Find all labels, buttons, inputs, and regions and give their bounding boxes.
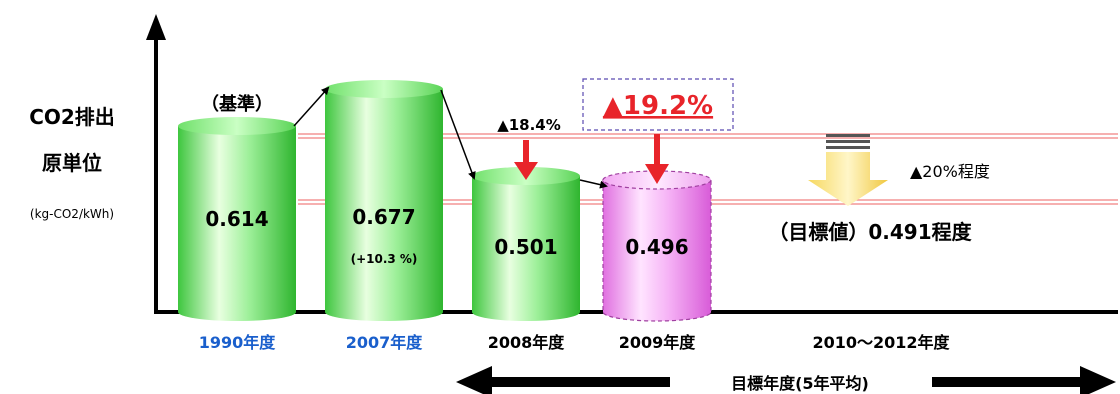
target-reduction-arrow-icon xyxy=(808,134,888,206)
reduction-2008-label: ▲18.4% xyxy=(497,116,561,134)
y-axis-unit: (kg-CO2/kWh) xyxy=(30,207,114,221)
bar-body xyxy=(472,176,580,321)
category-label: 2007年度 xyxy=(346,333,424,352)
bar-body xyxy=(325,89,443,321)
target-reduction-label: ▲20%程度 xyxy=(910,162,990,181)
reduction-2008-arrow-icon xyxy=(514,140,538,180)
reduction-2009-arrow-icon xyxy=(645,134,669,184)
bar-top xyxy=(178,117,296,135)
y-axis-title-line2: 原単位 xyxy=(42,151,102,175)
trend-connectors xyxy=(293,86,608,189)
y-axis-title-line1: CO2排出 xyxy=(29,105,115,129)
bar-body xyxy=(178,126,296,321)
bar-value-label: 0.677 xyxy=(352,205,415,229)
target-value-label: （目標値）0.491程度 xyxy=(768,220,972,244)
reduction-2009-label: ▲19.2% xyxy=(603,91,713,121)
bar-2009: 0.496 2009年度 xyxy=(602,170,712,352)
bar-note: （基準） xyxy=(201,93,273,115)
bar-value-label: 0.496 xyxy=(625,235,688,259)
connector-1990-2007-arrow-icon xyxy=(293,86,330,127)
category-label: 1990年度 xyxy=(199,333,277,352)
connector-2007-2008-arrow-icon xyxy=(440,89,476,180)
reduction-2009-box xyxy=(582,78,734,131)
target-category-label: 2010〜2012年度 xyxy=(812,333,950,352)
category-label: 2008年度 xyxy=(488,333,566,352)
y-axis-arrow-icon xyxy=(146,14,166,40)
bar-value-label: 0.501 xyxy=(494,235,557,259)
category-label: 2009年度 xyxy=(619,333,697,352)
bar-top xyxy=(325,80,443,98)
target-period-label: 目標年度(5年平均) xyxy=(731,374,869,393)
bar-value-label: 0.614 xyxy=(205,207,268,231)
connector-2008-2009-arrow-icon xyxy=(579,179,608,189)
bar-2008: 0.501 2008年度 xyxy=(472,167,580,352)
bar-1990: 0.614 （基準） 1990年度 xyxy=(178,93,296,352)
target-period-arrow-icon xyxy=(456,366,1116,394)
bars: 0.614 （基準） 1990年度 0.677 (+10.3 %) 2007年度… xyxy=(178,80,712,352)
bar-note: (+10.3 %) xyxy=(351,252,418,266)
bar-body xyxy=(602,179,712,322)
bar-2007: 0.677 (+10.3 %) 2007年度 xyxy=(325,80,443,352)
